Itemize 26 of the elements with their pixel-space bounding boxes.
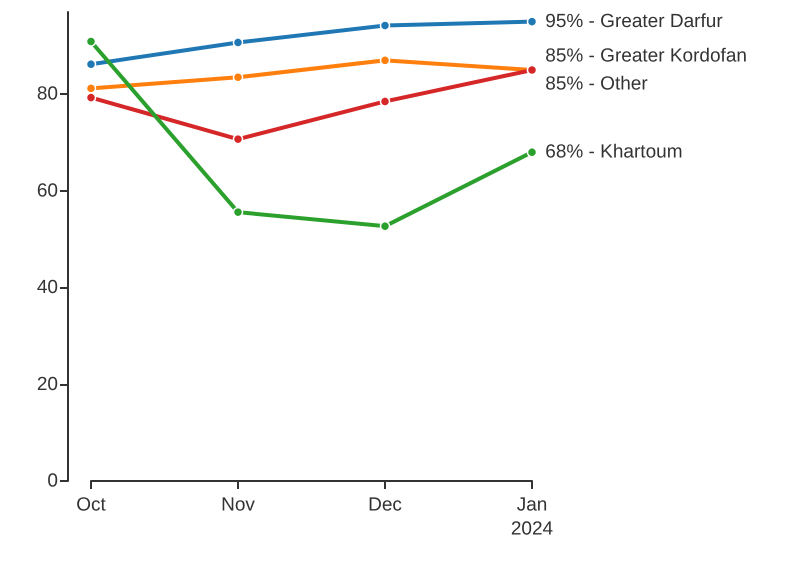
x-tick-label: Oct [76,494,106,516]
point [86,92,96,103]
y-tick-label: 40 [36,277,58,298]
point [232,134,244,144]
point [526,146,538,158]
y-tick-label: 0 [47,470,58,492]
point [526,16,538,27]
point [86,36,96,47]
point [232,206,244,218]
point [232,37,244,48]
data-label: 68% - Khartoum [545,142,683,163]
point [380,20,390,31]
point [380,55,390,66]
point [380,220,390,232]
y-tick-label: 60 [36,180,58,202]
point [86,58,96,70]
y-tick-label: 80 [36,84,58,105]
y-tick-label: 20 [36,374,58,395]
data-label: 85% - Other [545,74,648,95]
x-tick-label: Dec [368,494,402,516]
x-tick-label: Jan 2024 [510,494,554,540]
point [86,83,96,94]
data-label: 85% - Greater Kordofan [545,46,747,67]
x-tick-label: Nov [221,494,256,516]
point [380,96,390,107]
data-label: 95% - Greater Darfur [545,11,724,32]
